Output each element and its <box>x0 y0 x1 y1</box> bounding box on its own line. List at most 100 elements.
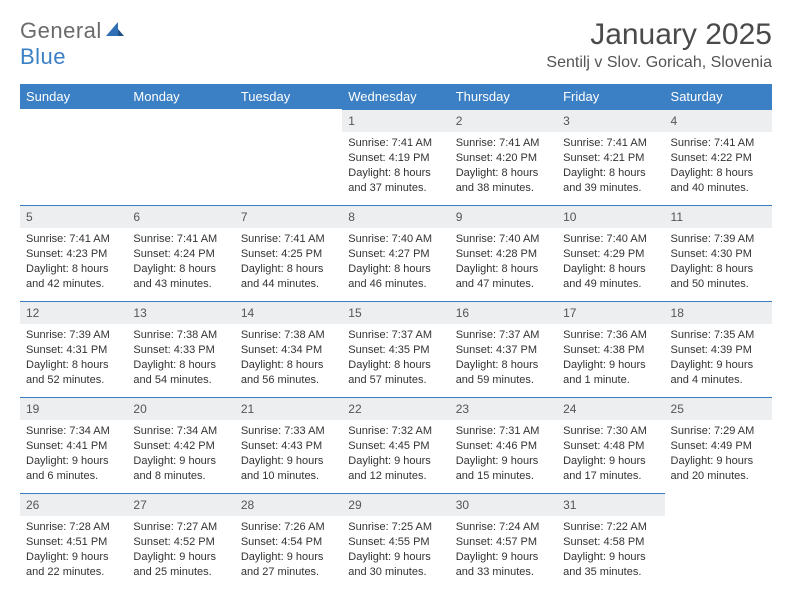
calendar-day-cell: 22Sunrise: 7:32 AMSunset: 4:45 PMDayligh… <box>342 397 449 493</box>
sunset-text: Sunset: 4:39 PM <box>671 343 766 358</box>
sunrise-text: Sunrise: 7:31 AM <box>456 424 551 439</box>
day-number: 19 <box>20 397 127 420</box>
sunset-text: Sunset: 4:23 PM <box>26 247 121 262</box>
day-details: Sunrise: 7:36 AMSunset: 4:38 PMDaylight:… <box>557 324 664 393</box>
calendar-day-cell: 1Sunrise: 7:41 AMSunset: 4:19 PMDaylight… <box>342 109 449 205</box>
sunset-text: Sunset: 4:45 PM <box>348 439 443 454</box>
sunset-text: Sunset: 4:57 PM <box>456 535 551 550</box>
calendar-day-cell: 15Sunrise: 7:37 AMSunset: 4:35 PMDayligh… <box>342 301 449 397</box>
daylight-text: Daylight: 8 hours and 56 minutes. <box>241 358 336 388</box>
sunrise-text: Sunrise: 7:40 AM <box>456 232 551 247</box>
day-details: Sunrise: 7:40 AMSunset: 4:27 PMDaylight:… <box>342 228 449 297</box>
daylight-text: Daylight: 8 hours and 49 minutes. <box>563 262 658 292</box>
calendar-day-cell: 24Sunrise: 7:30 AMSunset: 4:48 PMDayligh… <box>557 397 664 493</box>
day-details: Sunrise: 7:34 AMSunset: 4:42 PMDaylight:… <box>127 420 234 489</box>
daylight-text: Daylight: 9 hours and 25 minutes. <box>133 550 228 580</box>
sunset-text: Sunset: 4:49 PM <box>671 439 766 454</box>
daylight-text: Daylight: 8 hours and 46 minutes. <box>348 262 443 292</box>
sunset-text: Sunset: 4:25 PM <box>241 247 336 262</box>
day-number: 7 <box>235 205 342 228</box>
day-details: Sunrise: 7:38 AMSunset: 4:34 PMDaylight:… <box>235 324 342 393</box>
day-details: Sunrise: 7:25 AMSunset: 4:55 PMDaylight:… <box>342 516 449 585</box>
calendar-day-cell: 14Sunrise: 7:38 AMSunset: 4:34 PMDayligh… <box>235 301 342 397</box>
daylight-text: Daylight: 8 hours and 42 minutes. <box>26 262 121 292</box>
sail-icon <box>104 18 124 44</box>
sunrise-text: Sunrise: 7:41 AM <box>563 136 658 151</box>
day-number: 11 <box>665 205 772 228</box>
day-number: 29 <box>342 493 449 516</box>
sunrise-text: Sunrise: 7:41 AM <box>456 136 551 151</box>
brand-logo: General Blue <box>20 18 124 70</box>
sunrise-text: Sunrise: 7:41 AM <box>26 232 121 247</box>
calendar-day-cell: 31Sunrise: 7:22 AMSunset: 4:58 PMDayligh… <box>557 493 664 589</box>
daylight-text: Daylight: 8 hours and 47 minutes. <box>456 262 551 292</box>
day-number: 23 <box>450 397 557 420</box>
sunset-text: Sunset: 4:21 PM <box>563 151 658 166</box>
sunset-text: Sunset: 4:52 PM <box>133 535 228 550</box>
calendar-week-row: 19Sunrise: 7:34 AMSunset: 4:41 PMDayligh… <box>20 397 772 493</box>
sunrise-text: Sunrise: 7:34 AM <box>133 424 228 439</box>
day-details: Sunrise: 7:41 AMSunset: 4:24 PMDaylight:… <box>127 228 234 297</box>
day-number: 3 <box>557 109 664 132</box>
day-number: 2 <box>450 109 557 132</box>
daylight-text: Daylight: 9 hours and 15 minutes. <box>456 454 551 484</box>
page-header: General Blue January 2025 Sentilj v Slov… <box>20 18 772 72</box>
sunrise-text: Sunrise: 7:24 AM <box>456 520 551 535</box>
day-details: Sunrise: 7:38 AMSunset: 4:33 PMDaylight:… <box>127 324 234 393</box>
day-number: 15 <box>342 301 449 324</box>
daylight-text: Daylight: 8 hours and 57 minutes. <box>348 358 443 388</box>
calendar-day-cell: 18Sunrise: 7:35 AMSunset: 4:39 PMDayligh… <box>665 301 772 397</box>
brand-general: General <box>20 18 102 43</box>
sunset-text: Sunset: 4:24 PM <box>133 247 228 262</box>
sunrise-text: Sunrise: 7:29 AM <box>671 424 766 439</box>
calendar-day-cell: 9Sunrise: 7:40 AMSunset: 4:28 PMDaylight… <box>450 205 557 301</box>
sunset-text: Sunset: 4:22 PM <box>671 151 766 166</box>
sunset-text: Sunset: 4:31 PM <box>26 343 121 358</box>
daylight-text: Daylight: 8 hours and 50 minutes. <box>671 262 766 292</box>
calendar-day-cell: 11Sunrise: 7:39 AMSunset: 4:30 PMDayligh… <box>665 205 772 301</box>
calendar-day-cell: 5Sunrise: 7:41 AMSunset: 4:23 PMDaylight… <box>20 205 127 301</box>
calendar-day-cell: 26Sunrise: 7:28 AMSunset: 4:51 PMDayligh… <box>20 493 127 589</box>
day-details: Sunrise: 7:34 AMSunset: 4:41 PMDaylight:… <box>20 420 127 489</box>
calendar-week-row: 5Sunrise: 7:41 AMSunset: 4:23 PMDaylight… <box>20 205 772 301</box>
sunset-text: Sunset: 4:42 PM <box>133 439 228 454</box>
sunset-text: Sunset: 4:27 PM <box>348 247 443 262</box>
day-details: Sunrise: 7:26 AMSunset: 4:54 PMDaylight:… <box>235 516 342 585</box>
sunrise-text: Sunrise: 7:33 AM <box>241 424 336 439</box>
day-details: Sunrise: 7:35 AMSunset: 4:39 PMDaylight:… <box>665 324 772 393</box>
daylight-text: Daylight: 9 hours and 30 minutes. <box>348 550 443 580</box>
day-number: 28 <box>235 493 342 516</box>
day-details: Sunrise: 7:40 AMSunset: 4:29 PMDaylight:… <box>557 228 664 297</box>
calendar-table: Sunday Monday Tuesday Wednesday Thursday… <box>20 84 772 589</box>
calendar-day-cell: 23Sunrise: 7:31 AMSunset: 4:46 PMDayligh… <box>450 397 557 493</box>
calendar-week-row: 1Sunrise: 7:41 AMSunset: 4:19 PMDaylight… <box>20 109 772 205</box>
daylight-text: Daylight: 9 hours and 20 minutes. <box>671 454 766 484</box>
weekday-header: Thursday <box>450 84 557 109</box>
sunrise-text: Sunrise: 7:39 AM <box>26 328 121 343</box>
sunset-text: Sunset: 4:37 PM <box>456 343 551 358</box>
sunrise-text: Sunrise: 7:41 AM <box>348 136 443 151</box>
day-number: 20 <box>127 397 234 420</box>
day-number: 22 <box>342 397 449 420</box>
sunset-text: Sunset: 4:29 PM <box>563 247 658 262</box>
title-block: January 2025 Sentilj v Slov. Goricah, Sl… <box>546 18 772 72</box>
calendar-day-cell: 4Sunrise: 7:41 AMSunset: 4:22 PMDaylight… <box>665 109 772 205</box>
sunrise-text: Sunrise: 7:27 AM <box>133 520 228 535</box>
sunset-text: Sunset: 4:54 PM <box>241 535 336 550</box>
daylight-text: Daylight: 9 hours and 33 minutes. <box>456 550 551 580</box>
calendar-day-cell <box>665 493 772 589</box>
day-details: Sunrise: 7:29 AMSunset: 4:49 PMDaylight:… <box>665 420 772 489</box>
calendar-day-cell: 3Sunrise: 7:41 AMSunset: 4:21 PMDaylight… <box>557 109 664 205</box>
day-details: Sunrise: 7:39 AMSunset: 4:31 PMDaylight:… <box>20 324 127 393</box>
day-details: Sunrise: 7:37 AMSunset: 4:35 PMDaylight:… <box>342 324 449 393</box>
sunrise-text: Sunrise: 7:41 AM <box>133 232 228 247</box>
day-number: 6 <box>127 205 234 228</box>
day-number: 26 <box>20 493 127 516</box>
day-details: Sunrise: 7:32 AMSunset: 4:45 PMDaylight:… <box>342 420 449 489</box>
calendar-day-cell: 27Sunrise: 7:27 AMSunset: 4:52 PMDayligh… <box>127 493 234 589</box>
calendar-day-cell: 13Sunrise: 7:38 AMSunset: 4:33 PMDayligh… <box>127 301 234 397</box>
calendar-week-row: 12Sunrise: 7:39 AMSunset: 4:31 PMDayligh… <box>20 301 772 397</box>
sunset-text: Sunset: 4:30 PM <box>671 247 766 262</box>
calendar-day-cell: 28Sunrise: 7:26 AMSunset: 4:54 PMDayligh… <box>235 493 342 589</box>
sunset-text: Sunset: 4:41 PM <box>26 439 121 454</box>
